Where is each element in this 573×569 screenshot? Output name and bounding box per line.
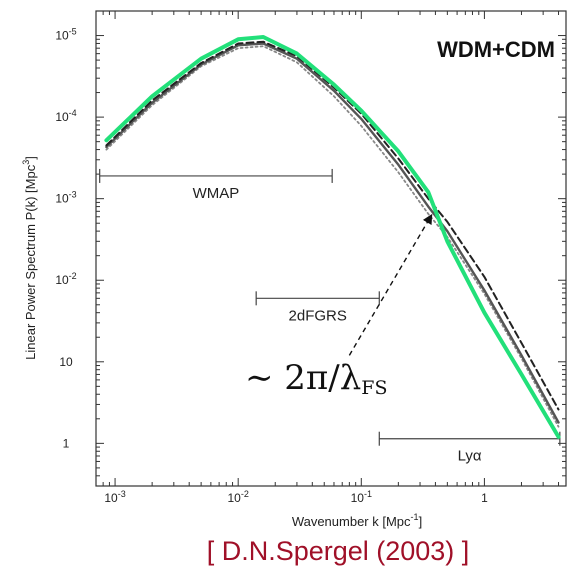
series-line-solid-gray: [105, 42, 560, 424]
series-line-solid-green: [104, 35, 561, 439]
y-axis-label: Linear Power Spectrum P(k) [Mpc3]: [21, 156, 38, 360]
series-line-dashed-black: [105, 40, 560, 411]
citation: [ D.N.Spergel (2003) ]: [207, 536, 470, 566]
plot-frame: [95, 10, 567, 487]
range-label: 2dFGRS: [289, 307, 347, 324]
range-label: WMAP: [193, 185, 240, 202]
y-tick-label: 10-4: [55, 108, 76, 124]
x-tick-label: 10-3: [104, 489, 125, 505]
annotation-arrow: [348, 213, 433, 356]
y-tick-label: 10-2: [55, 271, 76, 287]
data-series: [104, 35, 561, 439]
y-tick-label: 10: [59, 355, 73, 369]
x-axis-label: Wavenumber k [Mpc-1]: [292, 512, 422, 529]
range-label: Lyα: [458, 448, 482, 465]
series-line-dotted-gray: [105, 45, 560, 428]
x-tick-label: 10-2: [227, 489, 248, 505]
y-tick-label: 1: [63, 436, 70, 450]
x-tick-label: 10-1: [351, 489, 372, 505]
observation-ranges: WMAP 2dFGRS Lyα: [99, 168, 561, 465]
y-tick-label: 10-3: [55, 190, 76, 206]
free-streaming-annotation: ∼ 2π/λFS: [245, 213, 433, 399]
y-tick-label: 10-5: [55, 27, 76, 43]
annotation-label: ∼ 2π/λFS: [245, 358, 387, 399]
model-label: WDM+CDM: [437, 37, 555, 62]
axis-ticks: 10-3 10-2 10-1 1 1 10 10-2 10-3 10-4 10-5: [55, 10, 566, 505]
x-tick-label: 1: [481, 491, 488, 505]
